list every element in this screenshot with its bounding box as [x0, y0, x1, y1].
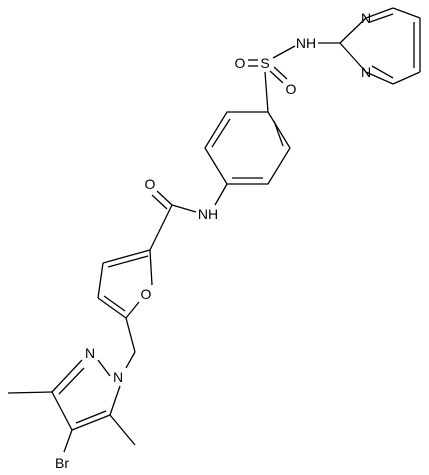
atom-label: N — [361, 64, 371, 80]
atom-label: S — [260, 55, 269, 71]
atom-label: O — [145, 176, 156, 192]
atom-label: N — [113, 369, 123, 385]
atom-label: O — [141, 286, 152, 302]
atom-label: O — [235, 55, 246, 71]
atom-label: NH — [198, 206, 218, 222]
atom-label: NH — [296, 35, 316, 51]
atom-label: Br — [55, 455, 69, 471]
atom-label: O — [286, 81, 297, 97]
atom-label: N — [361, 10, 371, 26]
atom-labels: N N NH S O O O NH O N N Br — [55, 10, 371, 471]
atom-label: N — [85, 345, 95, 361]
bonds — [7, 7, 421, 453]
